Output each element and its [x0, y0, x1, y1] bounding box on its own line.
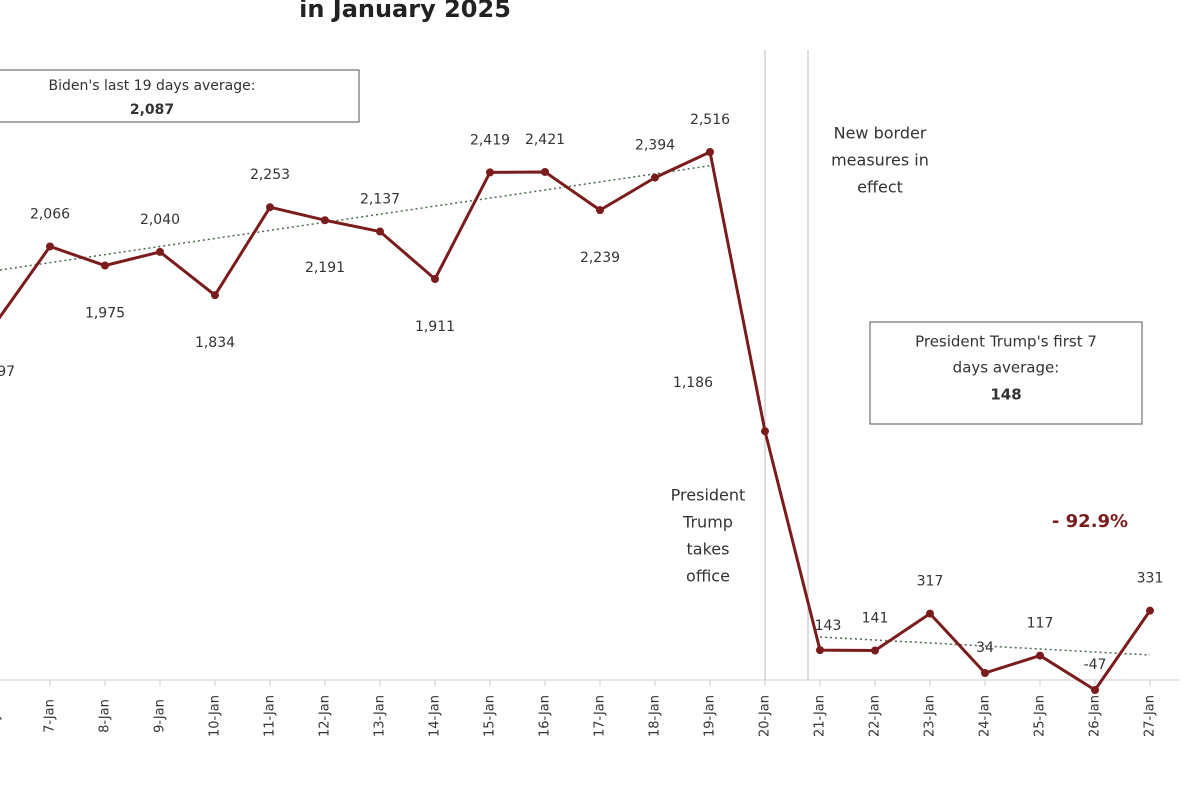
annotation: 148: [990, 386, 1021, 404]
trend-line: [819, 636, 1151, 656]
value-label: 331: [1137, 571, 1164, 587]
annotation-box: [0, 69, 360, 123]
annotation: days average:: [953, 359, 1060, 377]
annotation: Trump: [682, 513, 733, 532]
x-tick-label: 27-Jan: [1143, 695, 1158, 737]
annotation: President Trump's first 7: [915, 333, 1097, 351]
value-label: 1,834: [195, 335, 235, 351]
value-label: 2,066: [30, 206, 70, 222]
data-point: [1036, 651, 1044, 660]
data-point: [211, 291, 219, 300]
annotation: - 92.9%: [1052, 511, 1128, 532]
value-label: 317: [917, 574, 944, 590]
annotation: President: [671, 486, 746, 505]
value-label: 143: [815, 618, 842, 634]
value-label: 1,911: [415, 319, 455, 335]
x-tick-label: 20-Jan: [758, 695, 773, 737]
x-tick-label: 16-Jan: [538, 695, 553, 737]
x-tick-label: 17-Jan: [593, 695, 608, 737]
data-point: [101, 261, 109, 270]
data-line: [0, 150, 1152, 692]
data-point: [816, 646, 824, 655]
x-tick-label: 14-Jan: [428, 695, 443, 737]
data-point: [596, 206, 604, 215]
x-tick-label: 13-Jan: [373, 695, 388, 737]
data-point: [156, 247, 164, 256]
value-label: 2,239: [580, 250, 620, 266]
value-label: 2,516: [690, 112, 730, 128]
data-point: [1091, 686, 1099, 694]
value-label: 2,421: [525, 132, 565, 148]
x-tick-label: 7-Jan: [43, 699, 58, 733]
annotation: New border: [834, 124, 927, 143]
data-point: [651, 173, 659, 182]
data-point: [541, 167, 549, 176]
value-label: 34: [976, 640, 994, 656]
x-tick-label: 6-Jan: [0, 699, 3, 733]
x-tick-label: 19-Jan: [703, 695, 718, 737]
data-point: [46, 242, 54, 251]
data-point: [431, 274, 439, 283]
chart-title: in January 2025: [299, 0, 511, 23]
annotation: Biden's last 19 days average:: [49, 78, 256, 94]
value-label: 1,697: [0, 364, 15, 380]
annotation-box: [869, 321, 1143, 425]
data-point: [761, 427, 769, 436]
data-point: [871, 646, 879, 655]
annotation: office: [686, 567, 730, 586]
x-tick-label: 15-Jan: [483, 695, 498, 737]
value-label: 117: [1027, 616, 1054, 632]
x-tick-label: 24-Jan: [978, 695, 993, 737]
annotation: takes: [687, 540, 730, 559]
x-tick-label: 10-Jan: [208, 695, 223, 737]
value-label: 2,137: [360, 192, 400, 208]
data-point: [981, 668, 989, 677]
data-point: [926, 609, 934, 618]
x-tick-label: 21-Jan: [813, 695, 828, 737]
x-tick-label: 9-Jan: [153, 699, 168, 733]
data-point: [266, 203, 274, 212]
data-point: [376, 227, 384, 236]
data-point: [706, 148, 714, 156]
data-point: [321, 216, 329, 225]
x-tick-label: 8-Jan: [98, 699, 113, 733]
value-label: 141: [862, 611, 889, 627]
value-label: 2,191: [305, 260, 345, 276]
data-point: [486, 168, 494, 177]
x-tick-label: 23-Jan: [923, 695, 938, 737]
annotation: measures in: [831, 151, 929, 170]
x-tick-label: 12-Jan: [318, 695, 333, 737]
x-tick-label: 22-Jan: [868, 695, 883, 737]
x-tick-label: 18-Jan: [648, 695, 663, 737]
value-label: 2,419: [470, 132, 510, 148]
trend-line: [0, 164, 716, 271]
x-tick-label: 25-Jan: [1033, 695, 1048, 737]
value-label: 1,975: [85, 306, 125, 322]
value-label: -47: [1084, 657, 1107, 673]
x-tick-label: 11-Jan: [263, 695, 278, 737]
annotation: 2,087: [130, 102, 174, 118]
x-tick-label: 26-Jan: [1088, 695, 1103, 737]
value-label: 1,186: [673, 375, 713, 391]
data-point: [1146, 606, 1154, 615]
value-label: 2,253: [250, 167, 290, 183]
value-label: 2,394: [635, 138, 675, 154]
value-label: 2,040: [140, 212, 180, 228]
annotation: effect: [857, 178, 903, 197]
